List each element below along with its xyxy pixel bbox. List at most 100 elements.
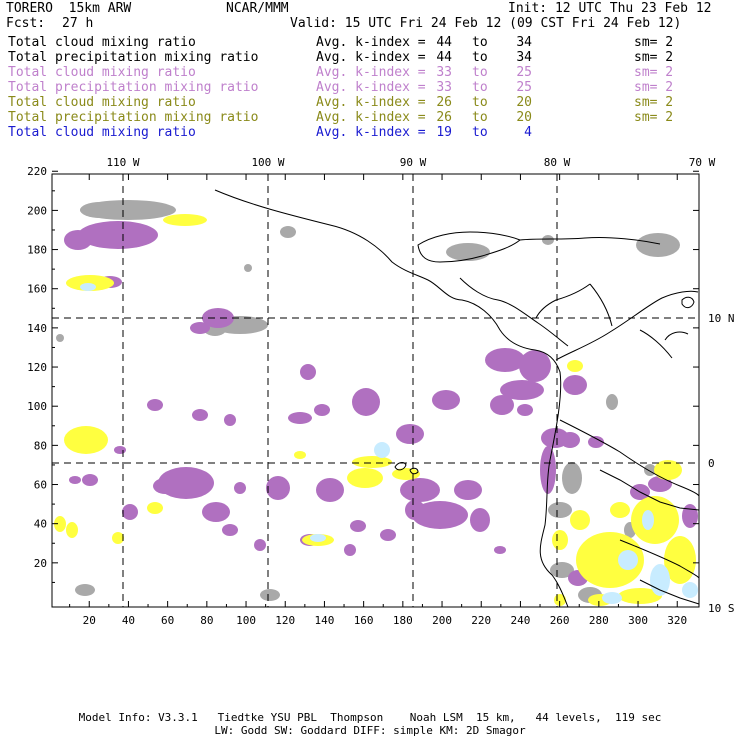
legend-k-start: 44 <box>436 35 452 50</box>
gray-cloud-area <box>244 264 252 272</box>
lightblue-cloud-area <box>80 283 96 291</box>
gray-cloud-area <box>446 243 490 261</box>
yellow-cloud-area <box>64 426 108 454</box>
x-tick-label: 300 <box>628 614 648 627</box>
longitude-label: 110 W <box>106 156 139 169</box>
y-tick-label: 180 <box>27 244 47 257</box>
coastline <box>519 236 661 245</box>
yellow-cloud-area <box>66 275 114 291</box>
yellow-cloud-area <box>567 360 583 372</box>
purple-cloud-area <box>432 390 460 410</box>
legend-to: to <box>472 35 488 50</box>
legend-to: to <box>472 95 488 110</box>
purple-cloud-area <box>122 504 138 520</box>
valid-time: Valid: 15 UTC Fri 24 Feb 12 (09 CST Fri … <box>290 16 682 31</box>
coastline <box>639 579 700 605</box>
purple-cloud-area <box>316 478 344 502</box>
init-time: Init: 12 UTC Thu 23 Feb 12 <box>508 1 712 16</box>
longitude-label: 100 W <box>251 156 284 169</box>
lightblue-cloud-area <box>310 534 326 542</box>
center-name: NCAR/MMM <box>226 1 289 16</box>
latitude-label: 10 S <box>708 602 735 615</box>
purple-cloud-area <box>519 350 551 382</box>
legend-k-start: 44 <box>436 50 452 65</box>
yellow-cloud-area <box>654 460 682 480</box>
purple-cloud-area <box>485 348 525 372</box>
purple-cloud-area <box>517 404 533 416</box>
purple-cloud-area <box>288 412 312 424</box>
legend-row: Total cloud mixing ratio Avg. k-index = 33… <box>8 65 708 80</box>
purple-cloud-area <box>314 404 330 416</box>
legend-variable: Total precipitation mixing ratio <box>8 50 259 65</box>
y-tick-label: 120 <box>27 361 47 374</box>
model-name: TORERO 15km ARW <box>6 1 132 16</box>
legend-variable: Total cloud mixing ratio <box>8 65 196 80</box>
yellow-cloud-area <box>610 502 630 518</box>
purple-cloud-area <box>153 478 177 494</box>
coastline <box>459 277 569 347</box>
yellow-cloud-area <box>147 502 163 514</box>
x-tick-label: 20 <box>83 614 96 627</box>
gray-cloud-area <box>56 334 64 342</box>
gray-cloud-area <box>80 202 120 218</box>
purple-cloud-area <box>69 476 81 484</box>
coastline <box>535 283 591 319</box>
coastline <box>589 283 613 327</box>
yellow-cloud-area <box>66 522 78 538</box>
yellow-cloud-area <box>664 536 696 584</box>
purple-cloud-area <box>222 524 238 536</box>
legend-smoothing: sm= 2 <box>634 95 674 110</box>
purple-cloud-area <box>254 539 266 551</box>
x-tick-label: 280 <box>589 614 609 627</box>
purple-cloud-area <box>490 395 514 415</box>
yellow-cloud-area <box>294 451 306 459</box>
purple-cloud-area <box>396 424 424 444</box>
purple-cloud-area <box>202 308 234 328</box>
yellow-cloud-area <box>570 510 590 530</box>
x-tick-label: 40 <box>122 614 135 627</box>
coastline <box>664 331 689 341</box>
legend-k-end: 34 <box>516 50 532 65</box>
legend-k-end: 20 <box>516 95 532 110</box>
legend-smoothing: sm= 2 <box>634 50 674 65</box>
purple-cloud-area <box>563 375 587 395</box>
legend-row: Total cloud mixing ratio Avg. k-index = 44… <box>8 35 708 50</box>
legend-to: to <box>472 80 488 95</box>
yellow-cloud-area <box>347 468 383 488</box>
legend-avg-label: Avg. k-index = <box>316 50 426 65</box>
yellow-cloud-area <box>54 516 66 532</box>
y-tick-label: 40 <box>34 518 47 531</box>
coastline <box>214 189 569 608</box>
x-tick-label: 200 <box>432 614 452 627</box>
legend-k-end: 25 <box>516 80 532 95</box>
purple-cloud-area <box>400 478 440 502</box>
purple-cloud-area <box>300 364 316 380</box>
physics-info-line: LW: Godd SW: Goddard DIFF: simple KM: 2D… <box>214 724 526 737</box>
legend-to: to <box>472 125 488 140</box>
purple-cloud-area <box>494 546 506 554</box>
coastline <box>555 290 699 361</box>
legend-variable: Total cloud mixing ratio <box>8 125 196 140</box>
longitude-label: 70 W <box>689 156 716 169</box>
gray-cloud-area <box>542 235 554 245</box>
gray-cloud-area <box>75 584 95 596</box>
purple-cloud-area <box>114 446 126 454</box>
legend-k-start: 33 <box>436 65 452 80</box>
purple-cloud-area <box>266 476 290 500</box>
purple-cloud-area <box>147 399 163 411</box>
x-tick-label: 180 <box>393 614 413 627</box>
purple-cloud-area <box>192 409 208 421</box>
model-info-line: Model Info: V3.3.1 Tiedtke YSU PBL Thomp… <box>78 711 662 724</box>
legend-row: Total cloud mixing ratio Avg. k-index = 26… <box>8 95 708 110</box>
longitude-label: 80 W <box>544 156 571 169</box>
legend-variable: Total precipitation mixing ratio <box>8 110 259 125</box>
yellow-cloud-area <box>352 456 392 468</box>
gray-cloud-area <box>280 226 296 238</box>
coastline <box>681 296 695 309</box>
y-tick-label: 220 <box>27 165 47 178</box>
x-tick-label: 220 <box>471 614 491 627</box>
x-tick-label: 320 <box>667 614 687 627</box>
x-tick-label: 120 <box>275 614 295 627</box>
purple-cloud-area <box>412 501 468 529</box>
legend-avg-label: Avg. k-index = <box>316 35 426 50</box>
